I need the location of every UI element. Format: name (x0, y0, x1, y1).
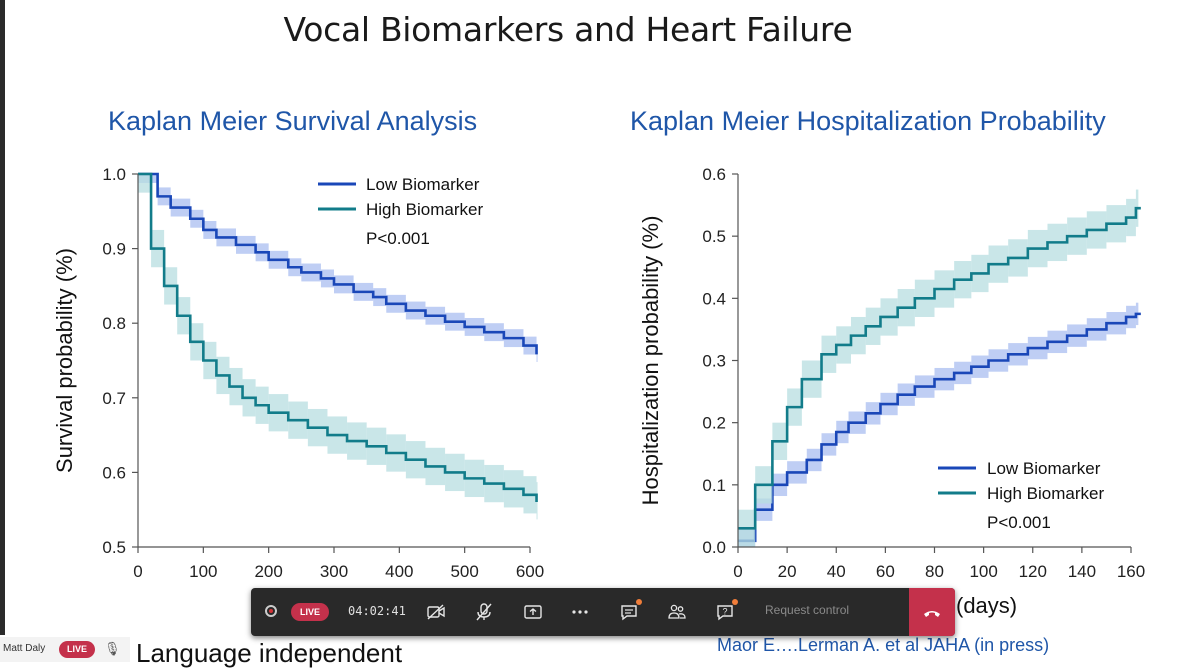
x-tick-label: 100 (189, 562, 217, 581)
confidence-band-segment (138, 174, 152, 193)
x-tick-label: 500 (450, 562, 478, 581)
x-axis-label-visible: (days) (956, 593, 1017, 618)
x-tick-label: 20 (778, 562, 797, 581)
x-tick-label: 300 (320, 562, 348, 581)
presenter-name: Matt Daly (3, 643, 46, 654)
x-tick-label: 80 (925, 562, 944, 581)
recording-icon (265, 605, 277, 617)
meeting-control-bar: LIVE 04:02:41 ? Request control (251, 588, 955, 636)
y-tick-label: 0.6 (102, 463, 126, 482)
x-tick-label: 400 (385, 562, 413, 581)
svg-text:?: ? (722, 607, 727, 617)
presenter-live-badge: LIVE (59, 641, 95, 658)
legend-label: Low Biomarker (366, 175, 480, 194)
y-tick-label: 0.5 (102, 538, 126, 557)
live-badge: LIVE (291, 603, 329, 621)
x-tick-label: 600 (516, 562, 544, 581)
p-value-annotation: P<0.001 (987, 513, 1051, 532)
series-line-low-biomarker (138, 172, 538, 355)
y-tick-label: 0.2 (702, 414, 726, 433)
hang-up-button[interactable] (909, 588, 955, 636)
series-line-high-biomarker (738, 206, 1141, 530)
more-icon[interactable] (566, 598, 594, 626)
qa-notification-dot (732, 599, 738, 605)
raise-hand-icon[interactable]: ? (711, 598, 739, 626)
citation-link[interactable]: Maor E….Lerman A. et al JAHA (in press) (717, 635, 1050, 655)
x-tick-label: 100 (969, 562, 997, 581)
y-tick-label: 0.9 (102, 240, 126, 259)
legend-label: High Biomarker (366, 200, 483, 219)
slide-title: Vocal Biomarkers and Heart Failure (283, 10, 853, 49)
y-tick-label: 0.4 (702, 289, 726, 308)
y-axis-label: Hospitalization probability (%) (638, 216, 663, 506)
hospitalization-chart-title: Kaplan Meier Hospitalization Probability (630, 106, 1106, 136)
mic-off-icon[interactable] (470, 598, 498, 626)
hang-up-icon (924, 611, 940, 617)
y-tick-label: 0.6 (702, 165, 726, 184)
survival-chart: 0.5 0.6 0.7 0.8 0.9 1.0 0 100 200 300 400 500 600 Sur… (52, 165, 544, 581)
video-off-icon[interactable] (422, 598, 450, 626)
window-edge (0, 0, 5, 635)
x-tick-label: 0 (133, 562, 142, 581)
p-value-annotation: P<0.001 (366, 229, 430, 248)
x-tick-label: 120 (1019, 562, 1047, 581)
y-tick-label: 0.1 (702, 476, 726, 495)
y-tick-label: 0.8 (102, 314, 126, 333)
x-tick-label: 60 (876, 562, 895, 581)
presenter-tile[interactable]: Matt Daly LIVE 🎙 (0, 637, 130, 662)
x-tick-label: 160 (1117, 562, 1145, 581)
chat-icon[interactable] (615, 598, 643, 626)
mic-icon: 🎙 (104, 641, 121, 656)
participants-icon[interactable] (663, 598, 691, 626)
x-tick-label: 140 (1068, 562, 1096, 581)
series-line-low-biomarker (738, 312, 1141, 543)
y-axis-label: Survival probability (%) (52, 248, 77, 473)
hospitalization-chart: 0.0 0.1 0.2 0.3 0.4 0.5 0.6 0 20 40 60 80 100 120 140 1… (638, 165, 1145, 618)
y-tick-label: 0.5 (702, 227, 726, 246)
meeting-timer: 04:02:41 (348, 604, 406, 618)
x-tick-label: 40 (827, 562, 846, 581)
y-tick-label: 0.7 (102, 389, 126, 408)
y-tick-label: 0.3 (702, 352, 726, 371)
legend-label: High Biomarker (987, 484, 1104, 503)
y-tick-label: 0.0 (702, 538, 726, 557)
x-tick-label: 200 (254, 562, 282, 581)
survival-chart-title: Kaplan Meier Survival Analysis (108, 106, 478, 136)
series-line-high-biomarker (138, 172, 538, 503)
share-icon[interactable] (519, 598, 547, 626)
request-control-button[interactable]: Request control (765, 603, 850, 617)
y-tick-label: 1.0 (102, 165, 126, 184)
x-tick-label: 0 (733, 562, 742, 581)
legend-label: Low Biomarker (987, 459, 1101, 478)
language-independent-text: Language independent (136, 638, 403, 668)
chat-notification-dot (636, 599, 642, 605)
